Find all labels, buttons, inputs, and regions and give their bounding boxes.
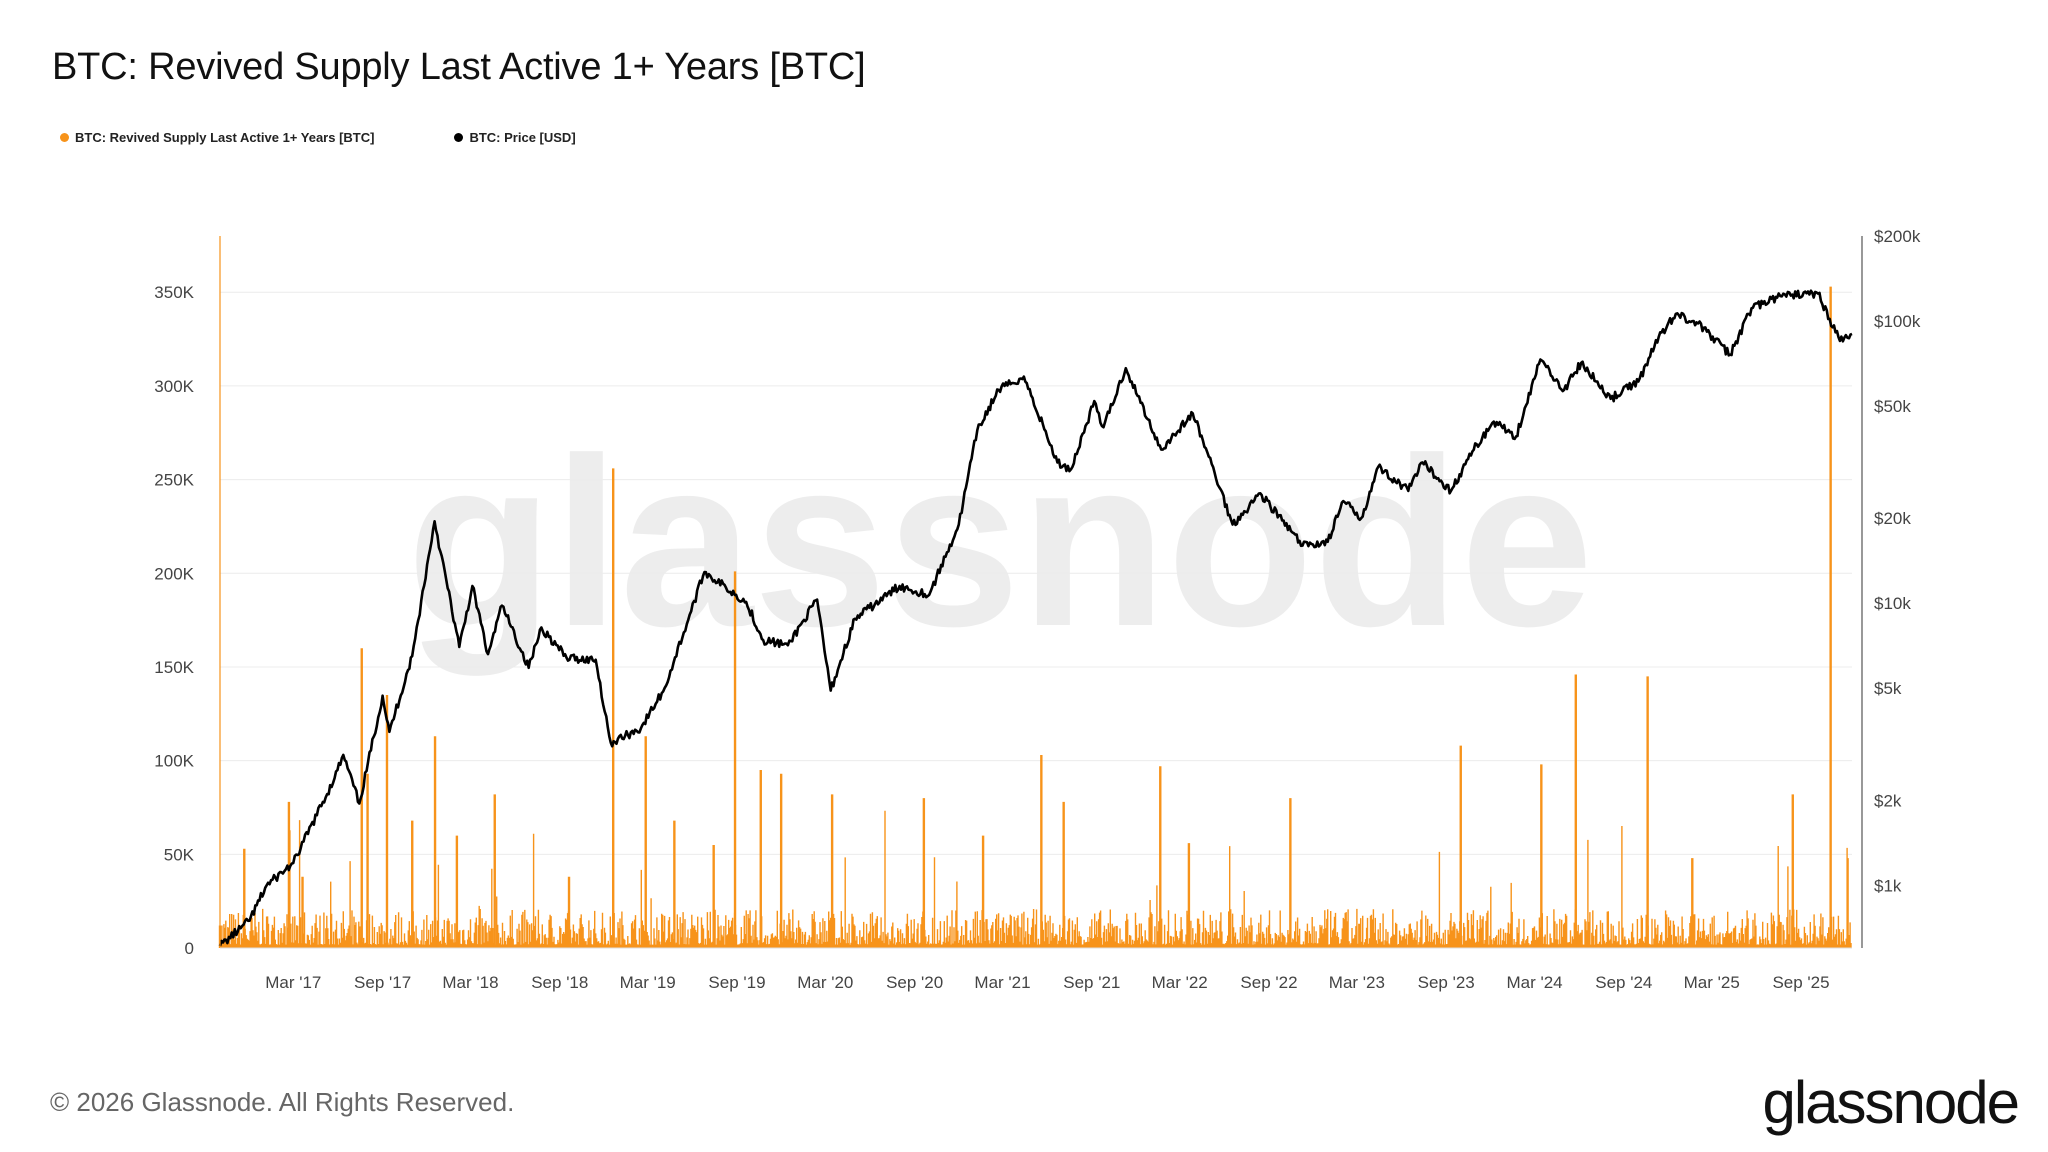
x-tick-label: Sep '24 bbox=[1595, 973, 1652, 992]
x-tick-label: Mar '23 bbox=[1329, 973, 1385, 992]
x-tick-label: Sep '20 bbox=[886, 973, 943, 992]
x-tick-label: Sep '23 bbox=[1418, 973, 1475, 992]
legend-dot-black bbox=[454, 133, 464, 142]
axes: 0 50K 100K 150K 200K 250K 300K 350K $1k $2k $5k $10… bbox=[154, 227, 1921, 992]
y-left-tick-label: 350K bbox=[154, 283, 194, 302]
watermark: glassnode bbox=[407, 408, 1594, 676]
x-tick-label: Mar '20 bbox=[797, 973, 853, 992]
y-right-tick-label: $10k bbox=[1874, 594, 1911, 613]
y-left-tick-label: 300K bbox=[154, 377, 194, 396]
y-right-tick-label: $100k bbox=[1874, 312, 1921, 331]
y-right-tick-label: $50k bbox=[1874, 397, 1911, 416]
gridlines bbox=[220, 291, 1852, 855]
y-right-tick-label: $2k bbox=[1874, 791, 1902, 810]
y-left-tick-label: 100K bbox=[154, 752, 194, 771]
y-left-tick-label: 200K bbox=[154, 564, 194, 583]
revived-supply-noise bbox=[219, 810, 1852, 948]
x-tick-label: Sep '17 bbox=[354, 973, 411, 992]
x-tick-label: Sep '21 bbox=[1063, 973, 1120, 992]
y-left-tick-label: 0 bbox=[185, 939, 194, 958]
revived-supply-series bbox=[218, 286, 1852, 948]
price-line bbox=[218, 289, 1853, 947]
chart-title: BTC: Revived Supply Last Active 1+ Years… bbox=[52, 46, 866, 88]
legend-dot-orange bbox=[60, 133, 69, 142]
legend-label-price: BTC: Price [USD] bbox=[469, 130, 576, 145]
x-tick-label: Mar '19 bbox=[620, 973, 676, 992]
x-tick-label: Mar '25 bbox=[1684, 973, 1740, 992]
x-tick-label: Sep '18 bbox=[531, 973, 588, 992]
legend: BTC: Revived Supply Last Active 1+ Years… bbox=[60, 130, 576, 145]
legend-item-price[interactable]: BTC: Price [USD] bbox=[454, 130, 576, 145]
x-tick-label: Sep '25 bbox=[1772, 973, 1829, 992]
x-tick-label: Mar '18 bbox=[442, 973, 498, 992]
y-left-tick-label: 50K bbox=[164, 845, 195, 864]
x-tick-label: Sep '19 bbox=[708, 973, 765, 992]
legend-label-revived-supply: BTC: Revived Supply Last Active 1+ Years… bbox=[75, 130, 375, 145]
brand-logo: glassnode bbox=[1762, 1069, 2020, 1136]
y-right-tick-label: $200k bbox=[1874, 227, 1921, 246]
copyright: © 2026 Glassnode. All Rights Reserved. bbox=[50, 1087, 515, 1117]
price-series bbox=[218, 289, 1853, 947]
y-right-tick-label: $20k bbox=[1874, 509, 1911, 528]
x-tick-label: Mar '21 bbox=[974, 973, 1030, 992]
y-right-tick-label: $1k bbox=[1874, 876, 1902, 895]
x-tick-label: Mar '24 bbox=[1506, 973, 1562, 992]
legend-item-revived-supply[interactable]: BTC: Revived Supply Last Active 1+ Years… bbox=[60, 130, 374, 145]
x-tick-label: Mar '17 bbox=[265, 973, 321, 992]
x-tick-label: Sep '22 bbox=[1240, 973, 1297, 992]
y-left-tick-label: 150K bbox=[154, 658, 194, 677]
x-tick-label: Mar '22 bbox=[1152, 973, 1208, 992]
y-right-tick-label: $5k bbox=[1874, 679, 1902, 698]
y-left-tick-label: 250K bbox=[154, 471, 194, 490]
